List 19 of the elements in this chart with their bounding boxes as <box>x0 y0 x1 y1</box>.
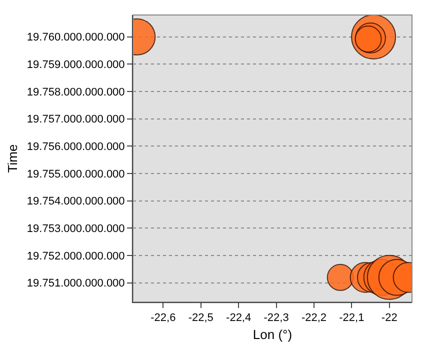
x-tick-label: -22,2 <box>301 312 327 324</box>
x-axis-title: Lon (°) <box>252 326 292 342</box>
x-tick-label: -22,6 <box>150 312 176 324</box>
x-tick-label: -22,5 <box>188 312 214 324</box>
x-tick-label: -22,4 <box>226 312 252 324</box>
y-tick-label: 19.758.000.000.000 <box>26 86 125 98</box>
y-tick-label: 19.752.000.000.000 <box>26 250 125 262</box>
y-tick-label: 19.759.000.000.000 <box>26 59 125 72</box>
y-tick-label: 19.755.000.000.000 <box>26 168 125 180</box>
y-tick-label: 19.754.000.000.000 <box>26 196 125 208</box>
y-tick-label: 19.760.000.000.000 <box>26 32 125 44</box>
x-tick-label: -22,1 <box>339 312 364 324</box>
y-tick-label: 19.757.000.000.000 <box>26 114 125 126</box>
y-tick-label: 19.751.000.000.000 <box>26 278 125 290</box>
x-tick-label: -22,3 <box>264 312 289 324</box>
y-tick-label: 19.753.000.000.000 <box>26 223 125 236</box>
y-tick-label: 19.756.000.000.000 <box>26 141 125 154</box>
x-tick-label: -22 <box>381 312 398 324</box>
y-axis-title: Time <box>4 144 20 173</box>
